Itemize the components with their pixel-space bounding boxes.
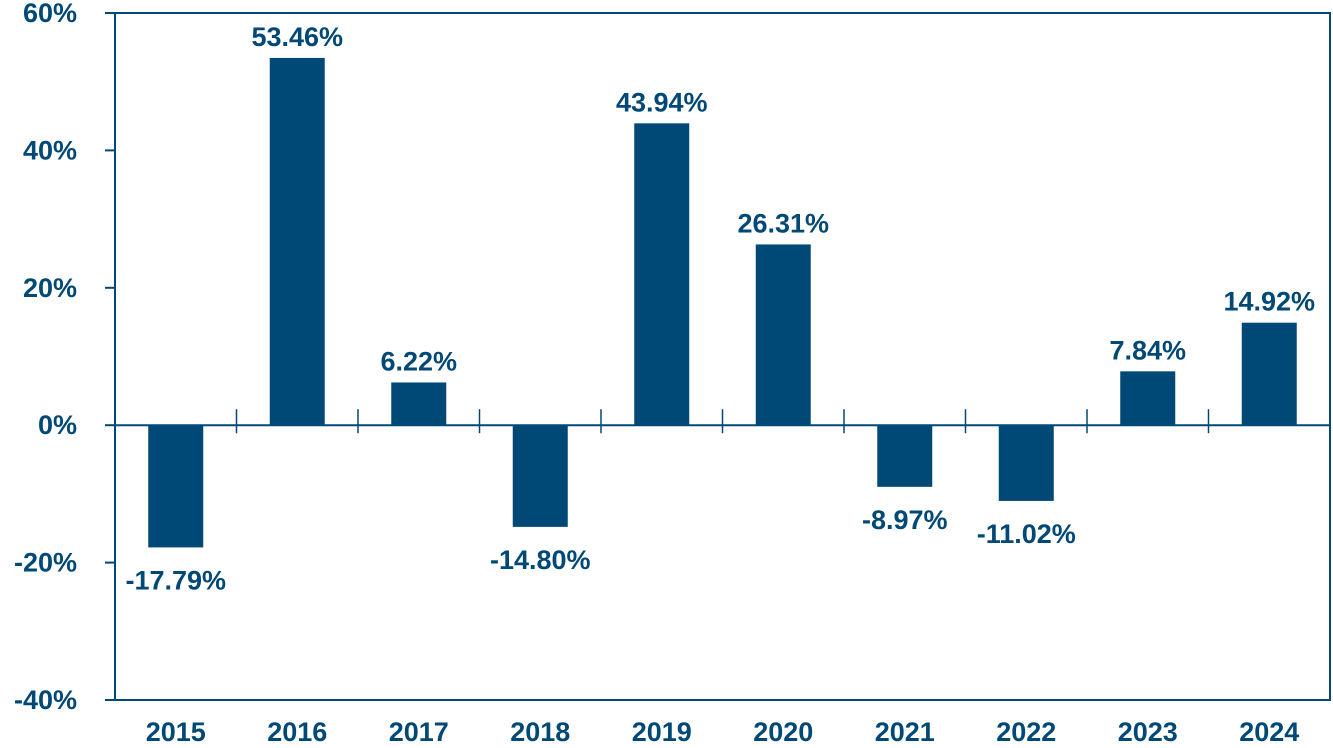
x-tick-label: 2019 xyxy=(632,717,692,743)
data-label-2018: -14.80% xyxy=(490,545,591,575)
data-label-2023: 7.84% xyxy=(1109,335,1186,365)
bar-2024 xyxy=(1241,322,1297,426)
data-label-2024: 14.92% xyxy=(1223,287,1315,317)
bar-2019 xyxy=(634,123,690,426)
x-tick-label: 2015 xyxy=(146,717,206,743)
y-tick-label: 60% xyxy=(23,0,77,28)
plot-frame xyxy=(114,12,1331,701)
bar-2020 xyxy=(755,244,811,426)
bar-2016 xyxy=(269,57,325,426)
y-tick-label: 40% xyxy=(23,135,77,165)
y-axis: 60% 40% 20% 0% -20% -40% xyxy=(14,0,115,715)
bar-2023 xyxy=(1120,371,1176,426)
bar-2021 xyxy=(877,425,933,487)
data-label-2020: 26.31% xyxy=(737,208,829,238)
bar-2017 xyxy=(391,382,447,426)
data-label-2017: 6.22% xyxy=(380,346,457,376)
data-label-2015: -17.79% xyxy=(125,565,226,595)
data-label-2021: -8.97% xyxy=(862,505,948,535)
y-tick-label: -40% xyxy=(14,685,77,715)
x-tick-label: 2021 xyxy=(875,717,935,743)
x-tick-label: 2018 xyxy=(510,717,570,743)
x-tick-label: 2022 xyxy=(996,717,1056,743)
x-axis: 2015 2016 2017 2018 2019 2020 2021 2022 2023 2024 xyxy=(146,717,1300,747)
y-tick-label: -20% xyxy=(14,548,77,578)
y-tick-label: 0% xyxy=(38,410,77,440)
bar-2015 xyxy=(148,425,204,548)
x-tick-label: 2016 xyxy=(267,717,327,743)
data-labels-group: -17.79% 53.46% 6.22% -14.80% 43.94% 26.31% -8.… xyxy=(125,22,1315,595)
data-label-2016: 53.46% xyxy=(251,22,343,52)
x-tick-label: 2020 xyxy=(753,717,813,743)
x-tick-label: 2024 xyxy=(1239,717,1299,743)
bars-group xyxy=(148,57,1297,548)
data-label-2022: -11.02% xyxy=(977,519,1076,549)
x-tick-label: 2017 xyxy=(389,717,449,743)
x-tick-label: 2023 xyxy=(1118,717,1178,743)
data-label-2019: 43.94% xyxy=(616,87,708,117)
bar-2022 xyxy=(998,425,1054,501)
bar-2018 xyxy=(512,425,568,527)
y-tick-label: 20% xyxy=(23,273,77,303)
